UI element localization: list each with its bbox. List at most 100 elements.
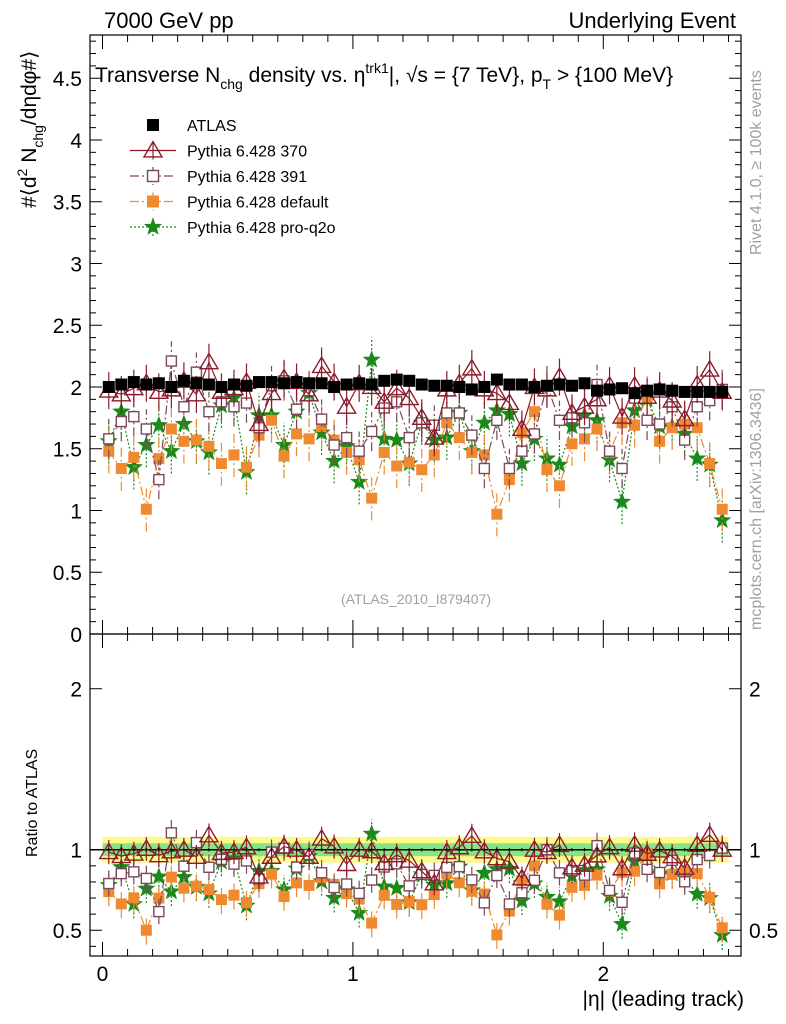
point-main-pythia-6-428-391	[140, 423, 153, 435]
point-ratio-pythia-6-428-370	[211, 842, 232, 861]
point-main-atlas	[565, 379, 578, 392]
point-ratio-pythia-6-428-370	[611, 858, 633, 876]
title-sub-chg: chg	[220, 76, 243, 92]
point-ratio-pythia-6-428-default	[115, 898, 127, 910]
point-main-pythia-6-428-370	[186, 384, 207, 402]
ylabel-part-b: 2	[14, 168, 30, 176]
point-main-atlas	[641, 384, 654, 397]
point-ratio-pythia-6-428-default	[366, 917, 378, 929]
point-ratio-pythia-6-428-391	[103, 877, 115, 890]
point-main-pythia-6-428-370	[411, 407, 432, 425]
y-tick-label-ratio: 0.5	[53, 920, 82, 943]
point-main-atlas	[303, 377, 316, 390]
point-main-pythia-6-428-default	[228, 449, 240, 461]
point-main-pythia-6-428-370	[336, 396, 357, 414]
point-ratio-pythia-6-428-default	[303, 879, 315, 891]
process-label: Underlying Event	[568, 8, 736, 33]
y-tick-label-main: 4	[70, 130, 82, 153]
point-main-atlas	[190, 377, 203, 390]
point-main-pythia-6-428-370	[461, 358, 483, 376]
point-ratio-pythia-6-428-391	[203, 861, 215, 873]
point-main-pythia-6-428-default	[291, 428, 303, 440]
point-main-pythia-6-428-370	[198, 352, 220, 370]
point-main-pythia-6-428-pro-q2o	[362, 350, 381, 368]
y-axis-label-main: #⟨d2 Nchg/dηdφ#⟩	[14, 51, 46, 208]
point-ratio-pythia-6-428-370	[474, 841, 495, 859]
y-tick-label-ratio-right: 0.5	[749, 920, 778, 943]
mcplots-label: mcplots.cern.ch [arXiv:1306.3436]	[748, 388, 765, 630]
legend-label-pythia-6-428-default: Pythia 6.428 default	[187, 195, 329, 212]
title-tail: > {100 MeV}	[551, 64, 673, 87]
point-ratio-pythia-6-428-370	[661, 846, 683, 864]
line-main-pythia-6-428-pro-q2o	[108, 359, 723, 521]
point-main-atlas	[628, 387, 641, 400]
point-ratio-pythia-6-428-370	[298, 846, 320, 864]
point-ratio-pythia-6-428-default	[128, 892, 140, 904]
point-ratio-pythia-6-428-391	[165, 827, 178, 839]
ratio-series-group	[98, 819, 733, 950]
point-main-atlas	[253, 376, 266, 389]
point-main-atlas	[415, 378, 428, 391]
point-main-atlas	[215, 380, 228, 393]
point-ratio-pythia-6-428-391	[315, 867, 328, 879]
point-ratio-pythia-6-428-default	[178, 882, 190, 894]
point-main-atlas	[540, 379, 553, 392]
point-main-atlas	[428, 379, 441, 392]
point-ratio-pythia-6-428-default	[278, 891, 290, 903]
point-ratio-pythia-6-428-370	[248, 866, 270, 884]
point-main-pythia-6-428-default	[566, 438, 578, 450]
point-ratio-pythia-6-428-370	[411, 861, 432, 879]
point-main-atlas	[691, 385, 704, 398]
point-main-pythia-6-428-391	[128, 410, 140, 423]
point-main-pythia-6-428-default	[541, 464, 553, 476]
point-main-pythia-6-428-default	[366, 492, 378, 504]
point-main-atlas	[591, 384, 604, 397]
point-main-pythia-6-428-370	[674, 408, 695, 427]
point-ratio-pythia-6-428-default	[716, 922, 728, 934]
x-tick-label: 0	[97, 963, 109, 986]
title-sub-T: T	[543, 76, 552, 92]
point-main-pythia-6-428-391	[441, 407, 453, 419]
point-ratio-pythia-6-428-370	[486, 848, 508, 866]
point-ratio-pythia-6-428-391	[403, 880, 415, 892]
point-ratio-pythia-6-428-370	[323, 836, 345, 854]
main-series-group	[98, 337, 733, 543]
point-ratio-pythia-6-428-370	[524, 839, 545, 857]
point-ratio-pythia-6-428-370	[561, 857, 583, 875]
point-main-pythia-6-428-391	[328, 439, 340, 451]
legend-marker-pythia-6-428-default	[147, 195, 159, 208]
legend-marker-atlas	[147, 119, 159, 131]
y-tick-label-main: 1.5	[53, 439, 82, 462]
point-ratio-pythia-6-428-391	[453, 860, 466, 873]
point-ratio-pythia-6-428-default	[553, 909, 565, 921]
ylabel-part-c: N	[18, 148, 41, 169]
legend-marker-pythia-6-428-370	[142, 140, 164, 158]
point-ratio-pythia-6-428-default	[203, 884, 215, 896]
y-tick-label-ratio: 1	[70, 840, 82, 863]
point-main-atlas	[440, 379, 453, 392]
point-main-pythia-6-428-default	[128, 451, 140, 463]
point-ratio-pythia-6-428-391	[553, 867, 566, 879]
point-main-atlas	[453, 380, 466, 393]
point-main-pythia-6-428-pro-q2o	[612, 492, 632, 510]
point-main-pythia-6-428-pro-q2o	[688, 449, 707, 467]
point-main-pythia-6-428-370	[399, 387, 420, 406]
point-ratio-pythia-6-428-default	[391, 898, 403, 910]
point-main-pythia-6-428-370	[661, 390, 683, 408]
point-ratio-pythia-6-428-370	[161, 841, 182, 859]
point-ratio-pythia-6-428-pro-q2o	[475, 863, 494, 881]
legend-label-pythia-6-428-370: Pythia 6.428 370	[187, 144, 307, 161]
point-main-pythia-6-428-370	[699, 359, 720, 377]
title-eta: η	[354, 64, 366, 87]
point-main-pythia-6-428-default	[403, 456, 415, 468]
y-tick-label-ratio-right: 1	[749, 840, 761, 863]
point-ratio-pythia-6-428-391	[466, 874, 478, 886]
point-ratio-pythia-6-428-391	[340, 878, 353, 890]
y-tick-label-main: 2	[70, 377, 82, 400]
point-main-pythia-6-428-391	[103, 433, 115, 445]
y-tick-label-ratio: 2	[70, 679, 82, 702]
point-main-pythia-6-428-370	[148, 381, 170, 400]
point-main-pythia-6-428-default	[391, 460, 403, 472]
point-main-pythia-6-428-370	[511, 418, 533, 437]
point-ratio-pythia-6-428-370	[261, 846, 282, 864]
